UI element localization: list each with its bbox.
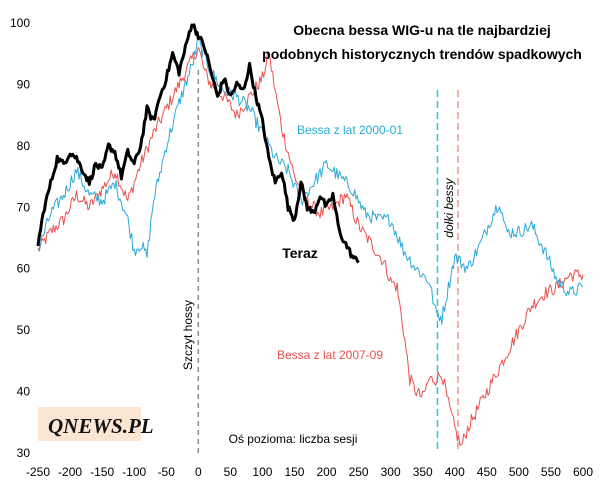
y-tick-label: 30	[17, 446, 31, 460]
x-tick-label: -50	[158, 465, 176, 479]
x-tick-label: 300	[381, 465, 401, 479]
series-line-bessa-2000	[37, 38, 584, 325]
x-axis-label: Oś pozioma: liczba sesji	[229, 432, 358, 446]
label-teraz: Teraz	[282, 245, 318, 261]
series-layer	[36, 23, 584, 446]
x-tick-label: 200	[317, 465, 337, 479]
x-tick-label: -100	[122, 465, 146, 479]
y-tick-label: 70	[17, 200, 31, 214]
x-tick-label: -200	[58, 465, 82, 479]
x-tick-label: 50	[224, 465, 238, 479]
x-tick-label: 400	[445, 465, 465, 479]
x-tick-label: -150	[90, 465, 114, 479]
y-tick-label: 40	[17, 385, 31, 399]
y-axis-ticks: 30 40 50 60 70 80 90 100	[10, 16, 30, 460]
x-tick-label: 100	[252, 465, 272, 479]
qnews-logo: QNEWS.PL	[38, 407, 154, 441]
x-tick-label: 600	[573, 465, 593, 479]
y-tick-label: 100	[10, 16, 30, 30]
y-tick-label: 90	[17, 77, 31, 91]
x-tick-label: -250	[26, 465, 50, 479]
series-line-teraz	[36, 23, 360, 264]
x-tick-label: 250	[349, 465, 369, 479]
logo-text: QNEWS.PL	[48, 414, 154, 438]
label-bessa-2007: Bessa z lat 2007-09	[277, 348, 383, 362]
x-tick-label: 150	[284, 465, 304, 479]
logo-background	[38, 407, 141, 441]
chart-title-line-2: podobnych historycznych trendów spadkowy…	[262, 46, 582, 62]
y-tick-label: 60	[17, 262, 31, 276]
y-tick-label: 80	[17, 139, 31, 153]
label-szczyt-hossy: Szczyt hossy	[181, 300, 195, 370]
x-tick-label: 0	[195, 465, 202, 479]
chart-title-line-1: Obecna bessa WIG-u na tle najbardziej	[293, 22, 551, 38]
label-bessa-2000: Bessa z lat 2000-01	[297, 123, 403, 137]
x-tick-label: 450	[477, 465, 497, 479]
x-tick-label: 550	[541, 465, 561, 479]
x-tick-label: 350	[413, 465, 433, 479]
label-dolki-bessy: dołki bessy	[442, 177, 456, 237]
x-axis-ticks: -250 -200 -150 -100 -50 0 50 100 150 200 250 300 350…	[26, 465, 593, 479]
x-tick-label: 500	[509, 465, 529, 479]
y-tick-label: 50	[17, 323, 31, 337]
